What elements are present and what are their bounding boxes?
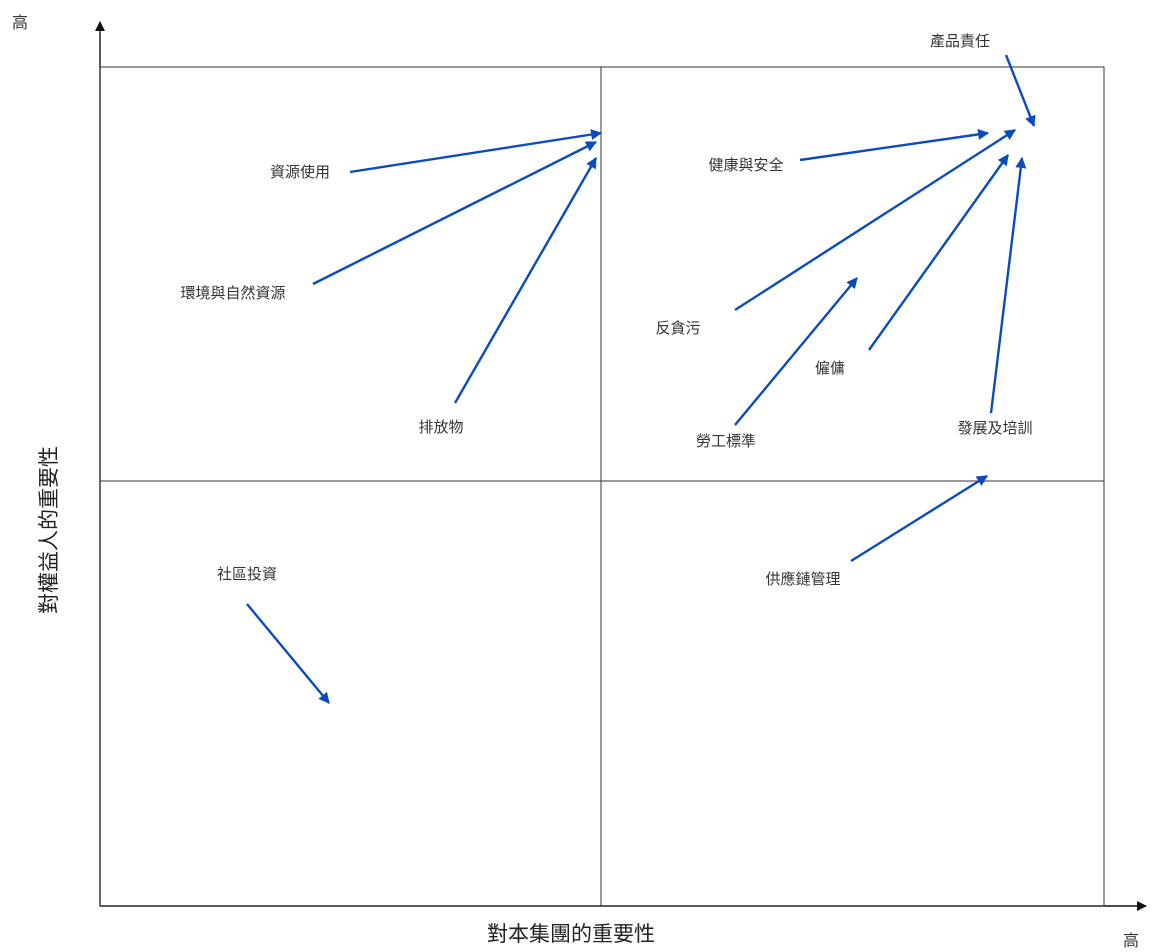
label-development-training: 發展及培訓 — [957, 419, 1032, 437]
label-anti-corruption: 反貪污 — [655, 319, 700, 337]
label-resource-use: 資源使用 — [270, 163, 330, 181]
arrow-community-investment — [246, 603, 330, 704]
y-axis-title: 對權益人的重要性 — [37, 446, 61, 614]
label-labour-standards: 勞工標準 — [696, 432, 756, 450]
label-emissions: 排放物 — [418, 418, 463, 436]
label-product-responsibility: 產品責任 — [930, 32, 990, 50]
arrow-product-responsibility — [1004, 54, 1036, 128]
arrow-employment — [868, 154, 1009, 351]
arrow-labour-standards — [734, 277, 858, 426]
label-community-investment: 社區投資 — [217, 565, 277, 583]
arrow-emissions — [453, 157, 598, 404]
label-environment: 環境與自然資源 — [180, 284, 285, 302]
arrow-development-training — [989, 156, 1027, 414]
label-supply-chain: 供應鏈管理 — [765, 570, 840, 588]
arrow-anti-corruption — [734, 128, 1016, 312]
arrow-resource-use — [349, 129, 603, 174]
quadrant-frame — [99, 66, 1105, 907]
arrow-environment — [312, 140, 597, 286]
y-axis-high-label: 高 — [12, 13, 28, 32]
label-health-safety: 健康與安全 — [708, 156, 783, 174]
x-axis-high-label: 高 — [1123, 931, 1139, 950]
x-axis-title: 對本集團的重要性 — [487, 922, 655, 946]
label-employment: 僱傭 — [815, 359, 845, 377]
arrow-supply-chain — [850, 474, 988, 563]
arrow-health-safety — [799, 128, 990, 162]
